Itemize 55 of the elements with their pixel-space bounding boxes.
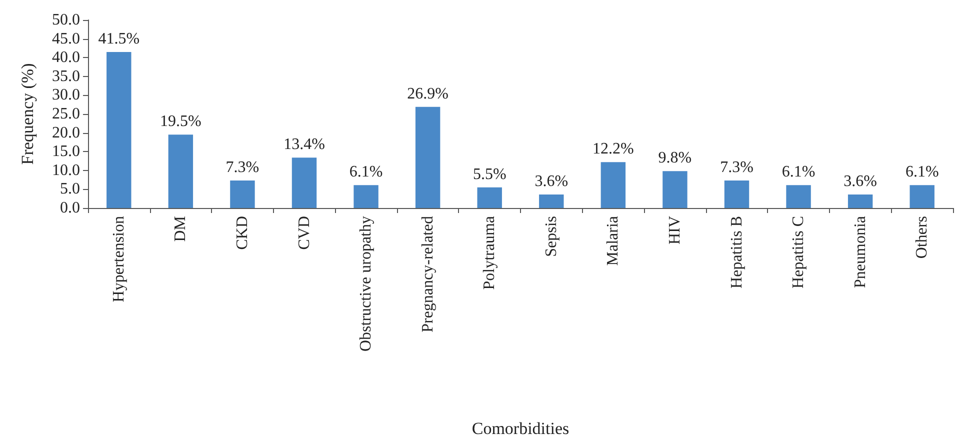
y-tick-label: 10.0 (52, 162, 80, 179)
x-tick-label: Hypertension (110, 216, 128, 302)
y-tick-label: 30.0 (52, 86, 80, 104)
y-tick-label: 0.0 (60, 200, 80, 216)
x-tick-label: HIV (666, 216, 684, 244)
x-tick-label: CKD (234, 216, 251, 250)
data-label: 12.2% (592, 140, 634, 158)
x-tick-label: Obstructive uropathy (358, 216, 375, 352)
y-tick-label: 45.0 (52, 30, 80, 48)
data-label: 6.1% (782, 164, 816, 181)
x-tick-label: Pregnancy-related (419, 216, 436, 332)
data-label: 3.6% (844, 172, 877, 190)
data-label: 13.4% (284, 136, 325, 154)
y-tick-label: 40.0 (52, 49, 80, 66)
data-label: 26.9% (407, 85, 448, 102)
bar (662, 171, 688, 208)
y-tick-label: 25.0 (52, 106, 80, 122)
bar (600, 162, 626, 208)
bar (539, 194, 564, 208)
bar (106, 52, 132, 208)
bar (910, 185, 934, 208)
x-axis-title: Comorbidities (472, 419, 570, 438)
bar (477, 187, 502, 208)
y-tick-label: 5.0 (60, 180, 80, 198)
bar (292, 158, 317, 208)
x-tick-label: Hepatitis B (728, 216, 746, 288)
x-tick-label: Others (914, 216, 931, 259)
x-tick-label: Polytrauma (481, 216, 498, 290)
x-tick-label: CVD (296, 216, 313, 250)
y-axis-title: Frequency (%) (18, 63, 37, 165)
data-label: 7.3% (720, 159, 754, 176)
bar (354, 185, 378, 208)
bar (415, 106, 440, 208)
y-tick-label: 35.0 (52, 68, 80, 85)
y-tick-label: 15.0 (52, 143, 80, 160)
x-tick-label: DM (172, 216, 190, 242)
data-label: 7.3% (226, 159, 260, 176)
data-label: 3.6% (534, 172, 568, 190)
y-tick-label: 50.0 (52, 12, 80, 28)
data-label: 41.5% (98, 30, 140, 48)
x-tick-label: Pneumonia (852, 216, 869, 288)
data-label: 5.5% (472, 166, 506, 183)
data-label: 19.5% (160, 113, 202, 130)
data-label: 9.8% (658, 150, 692, 167)
y-tick-label: 20.0 (52, 124, 80, 142)
bar (786, 185, 811, 208)
x-tick-label: Malaria (604, 216, 622, 266)
bar (848, 194, 873, 208)
x-tick-label: Hepatitis C (790, 216, 808, 288)
bar (168, 134, 194, 208)
bar (230, 180, 255, 208)
x-tick-label: Sepsis (542, 216, 560, 257)
bar (724, 180, 750, 208)
data-label: 6.1% (905, 164, 939, 181)
data-label: 6.1% (349, 164, 383, 181)
